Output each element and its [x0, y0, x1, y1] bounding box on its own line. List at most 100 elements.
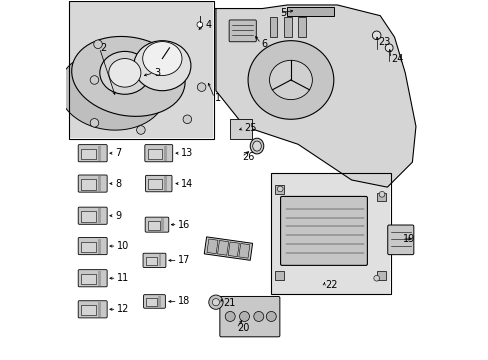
Bar — [98, 176, 101, 191]
Text: 19: 19 — [402, 234, 414, 244]
Text: 17: 17 — [178, 255, 190, 265]
Text: 11: 11 — [117, 273, 129, 283]
Circle shape — [385, 44, 392, 52]
Bar — [274, 185, 283, 194]
Text: 20: 20 — [237, 323, 249, 333]
Polygon shape — [238, 243, 249, 258]
Bar — [271, 173, 390, 294]
Text: 14: 14 — [181, 179, 193, 189]
Bar — [70, 2, 213, 138]
Bar — [98, 208, 101, 223]
Bar — [98, 302, 101, 317]
FancyBboxPatch shape — [229, 20, 256, 42]
Circle shape — [277, 186, 283, 192]
FancyBboxPatch shape — [387, 225, 413, 255]
Bar — [269, 18, 277, 37]
Text: 3: 3 — [154, 68, 160, 78]
FancyBboxPatch shape — [280, 197, 366, 265]
Bar — [81, 305, 96, 315]
Bar — [274, 271, 283, 280]
Bar — [98, 271, 101, 286]
Ellipse shape — [59, 51, 165, 130]
Text: 22: 22 — [324, 280, 337, 291]
Bar — [287, 7, 333, 16]
Ellipse shape — [250, 138, 263, 154]
Bar — [148, 179, 162, 189]
Circle shape — [208, 295, 223, 309]
Text: 4: 4 — [205, 19, 211, 30]
Bar — [298, 18, 305, 37]
Polygon shape — [216, 5, 415, 187]
FancyBboxPatch shape — [143, 295, 165, 308]
Ellipse shape — [269, 60, 312, 100]
Bar — [163, 176, 166, 191]
Circle shape — [253, 311, 263, 321]
Bar — [81, 242, 96, 252]
Text: 10: 10 — [117, 241, 129, 251]
Text: 18: 18 — [178, 296, 190, 306]
FancyBboxPatch shape — [78, 238, 107, 255]
Bar — [81, 211, 96, 222]
FancyBboxPatch shape — [144, 145, 172, 162]
Text: 6: 6 — [261, 39, 267, 49]
Circle shape — [212, 298, 219, 306]
Circle shape — [239, 311, 249, 321]
Circle shape — [136, 126, 145, 134]
Text: 7: 7 — [115, 148, 121, 158]
Bar — [230, 119, 251, 139]
Ellipse shape — [134, 41, 190, 91]
FancyBboxPatch shape — [78, 270, 107, 287]
Circle shape — [90, 76, 99, 84]
Circle shape — [378, 192, 384, 197]
Text: 26: 26 — [242, 152, 254, 162]
Bar — [98, 239, 101, 253]
Polygon shape — [206, 239, 218, 254]
FancyBboxPatch shape — [78, 207, 107, 224]
Circle shape — [197, 22, 203, 27]
Text: 2: 2 — [100, 43, 106, 53]
Bar — [283, 18, 291, 37]
Ellipse shape — [100, 51, 149, 94]
Circle shape — [197, 83, 205, 91]
Circle shape — [225, 311, 235, 321]
Circle shape — [94, 40, 102, 49]
Text: 24: 24 — [391, 54, 403, 64]
Ellipse shape — [247, 41, 333, 119]
Polygon shape — [217, 240, 228, 255]
Bar — [81, 149, 96, 159]
Circle shape — [372, 31, 380, 40]
Bar — [145, 257, 157, 265]
FancyBboxPatch shape — [145, 175, 172, 192]
Ellipse shape — [108, 59, 141, 87]
Circle shape — [183, 115, 191, 123]
Bar — [161, 218, 163, 231]
Ellipse shape — [142, 41, 182, 76]
Text: 1: 1 — [215, 93, 221, 103]
FancyBboxPatch shape — [143, 253, 165, 267]
Circle shape — [373, 275, 379, 281]
Text: 9: 9 — [115, 211, 121, 221]
Bar — [81, 179, 96, 190]
Polygon shape — [204, 237, 252, 260]
Circle shape — [266, 311, 276, 321]
Bar — [163, 146, 167, 161]
Circle shape — [90, 118, 99, 127]
Text: 8: 8 — [115, 179, 121, 189]
Bar — [98, 146, 101, 161]
Polygon shape — [228, 242, 239, 257]
Bar — [158, 296, 161, 307]
Bar — [146, 298, 157, 306]
FancyBboxPatch shape — [220, 296, 279, 337]
Bar — [376, 271, 385, 280]
Text: 21: 21 — [223, 298, 235, 308]
Bar — [376, 193, 385, 202]
Ellipse shape — [252, 141, 261, 151]
FancyBboxPatch shape — [78, 145, 107, 162]
Text: 5: 5 — [280, 8, 286, 18]
FancyBboxPatch shape — [78, 301, 107, 318]
Text: 25: 25 — [244, 123, 257, 133]
Bar — [158, 254, 161, 266]
FancyBboxPatch shape — [78, 175, 107, 192]
Bar — [69, 1, 214, 139]
FancyBboxPatch shape — [145, 217, 168, 232]
